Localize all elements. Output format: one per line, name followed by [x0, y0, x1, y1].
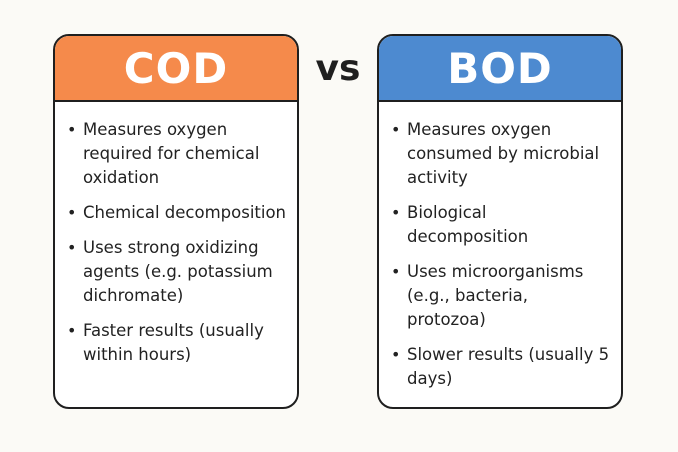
list-item: • Faster results (usually within hours): [67, 319, 287, 367]
bod-item-text: Measures oxygen consumed by microbial ac…: [407, 120, 600, 187]
cod-header: COD: [55, 36, 297, 102]
bullet-icon: •: [67, 238, 77, 257]
bullet-icon: •: [391, 262, 401, 281]
list-item: • Chemical decomposition: [67, 201, 287, 225]
bullet-icon: •: [391, 203, 401, 222]
cod-title: COD: [123, 43, 229, 93]
list-item: • Biological decomposition: [391, 201, 611, 249]
bullet-icon: •: [67, 120, 77, 139]
bullet-icon: •: [391, 120, 401, 139]
list-item: • Uses strong oxidizing agents (e.g. pot…: [67, 236, 287, 308]
bullet-icon: •: [67, 321, 77, 340]
cod-card: COD • Measures oxygen required for chemi…: [53, 34, 299, 409]
list-item: • Uses microorganisms (e.g., bacteria, p…: [391, 260, 611, 332]
bod-header: BOD: [379, 36, 621, 102]
bod-item-text: Biological decomposition: [407, 203, 529, 246]
bod-title: BOD: [447, 43, 553, 93]
bullet-icon: •: [391, 345, 401, 364]
vs-label: vs: [315, 48, 361, 89]
list-item: • Slower results (usually 5 days): [391, 343, 611, 391]
cod-item-text: Uses strong oxidizing agents (e.g. potas…: [83, 238, 273, 305]
bod-item-text: Uses microorganisms (e.g., bacteria, pro…: [407, 262, 584, 329]
bod-item-text: Slower results (usually 5 days): [407, 345, 610, 388]
list-item: • Measures oxygen required for chemical …: [67, 118, 287, 190]
bod-list: • Measures oxygen consumed by microbial …: [379, 102, 621, 391]
cod-list: • Measures oxygen required for chemical …: [55, 102, 297, 367]
cod-item-text: Measures oxygen required for chemical ox…: [83, 120, 260, 187]
list-item: • Measures oxygen consumed by microbial …: [391, 118, 611, 190]
bullet-icon: •: [67, 203, 77, 222]
cod-item-text: Chemical decomposition: [83, 203, 287, 222]
bod-card: BOD • Measures oxygen consumed by microb…: [377, 34, 623, 409]
cod-item-text: Faster results (usually within hours): [83, 321, 264, 364]
